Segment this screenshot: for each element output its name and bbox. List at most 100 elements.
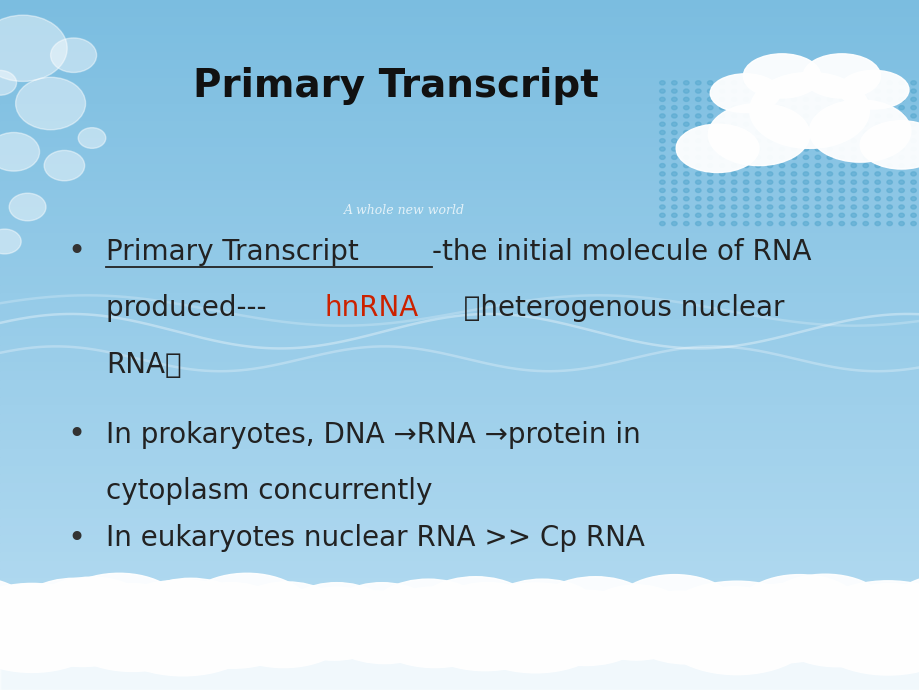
Circle shape (695, 221, 700, 226)
Bar (0, 61, 919, 69)
Circle shape (826, 188, 832, 193)
Circle shape (707, 205, 712, 209)
Bar (0, 621, 919, 629)
Circle shape (707, 139, 712, 143)
Bar (0, 483, 919, 491)
Circle shape (874, 188, 879, 193)
Ellipse shape (0, 595, 63, 651)
Circle shape (683, 89, 688, 93)
Ellipse shape (607, 595, 702, 652)
Circle shape (850, 114, 856, 118)
Circle shape (898, 130, 903, 135)
Circle shape (695, 81, 700, 85)
Circle shape (695, 89, 700, 93)
Bar (0, 682, 919, 690)
Circle shape (886, 221, 891, 226)
Bar (0, 310, 919, 319)
Bar (0, 259, 919, 267)
Circle shape (886, 164, 891, 168)
Bar (0, 112, 919, 121)
Ellipse shape (413, 577, 538, 652)
Circle shape (802, 213, 808, 217)
Ellipse shape (123, 582, 235, 650)
Bar (0, 440, 919, 449)
Ellipse shape (749, 72, 868, 148)
Circle shape (683, 130, 688, 135)
Ellipse shape (711, 593, 811, 653)
Bar (0, 250, 919, 259)
Circle shape (754, 97, 760, 101)
Circle shape (731, 155, 736, 159)
Circle shape (659, 139, 664, 143)
Circle shape (719, 197, 724, 201)
Circle shape (671, 97, 676, 101)
Circle shape (790, 197, 796, 201)
Circle shape (874, 106, 879, 110)
Circle shape (898, 122, 903, 126)
Ellipse shape (687, 604, 755, 645)
Ellipse shape (634, 591, 723, 645)
Ellipse shape (743, 601, 820, 647)
Bar (0, 397, 919, 406)
Circle shape (898, 213, 903, 217)
Circle shape (671, 130, 676, 135)
Circle shape (850, 155, 856, 159)
Ellipse shape (57, 584, 208, 671)
Circle shape (754, 114, 760, 118)
Circle shape (802, 205, 808, 209)
Bar (0, 422, 919, 431)
Circle shape (671, 221, 676, 226)
Circle shape (671, 164, 676, 168)
Ellipse shape (743, 54, 820, 98)
Circle shape (719, 180, 724, 184)
Bar (0, 233, 919, 242)
Circle shape (683, 221, 688, 226)
Circle shape (683, 188, 688, 193)
Circle shape (814, 180, 820, 184)
Circle shape (659, 155, 664, 159)
Bar (0, 630, 919, 638)
Ellipse shape (838, 70, 908, 109)
Circle shape (826, 164, 832, 168)
Circle shape (826, 155, 832, 159)
Circle shape (898, 114, 903, 118)
Circle shape (790, 180, 796, 184)
Circle shape (671, 139, 676, 143)
Ellipse shape (246, 591, 335, 645)
Circle shape (778, 106, 784, 110)
Bar (0, 406, 919, 414)
Circle shape (898, 147, 903, 151)
Circle shape (683, 197, 688, 201)
Circle shape (731, 213, 736, 217)
Circle shape (802, 106, 808, 110)
Circle shape (707, 197, 712, 201)
Bar (0, 199, 919, 207)
Circle shape (850, 130, 856, 135)
Circle shape (683, 205, 688, 209)
Circle shape (731, 205, 736, 209)
Circle shape (838, 130, 844, 135)
Circle shape (838, 147, 844, 151)
Circle shape (802, 147, 808, 151)
Circle shape (862, 180, 868, 184)
Circle shape (838, 213, 844, 217)
Circle shape (874, 172, 879, 176)
Circle shape (671, 155, 676, 159)
Bar (0, 26, 919, 34)
Bar (0, 69, 919, 78)
Circle shape (790, 130, 796, 135)
Circle shape (731, 81, 736, 85)
Circle shape (874, 89, 879, 93)
Circle shape (826, 197, 832, 201)
Circle shape (826, 205, 832, 209)
Circle shape (659, 188, 664, 193)
Circle shape (778, 164, 784, 168)
Circle shape (838, 164, 844, 168)
Circle shape (874, 213, 879, 217)
Circle shape (16, 77, 85, 130)
Circle shape (731, 139, 736, 143)
Ellipse shape (482, 579, 601, 651)
Bar (0, 595, 919, 604)
Bar (0, 207, 919, 215)
Circle shape (850, 147, 856, 151)
